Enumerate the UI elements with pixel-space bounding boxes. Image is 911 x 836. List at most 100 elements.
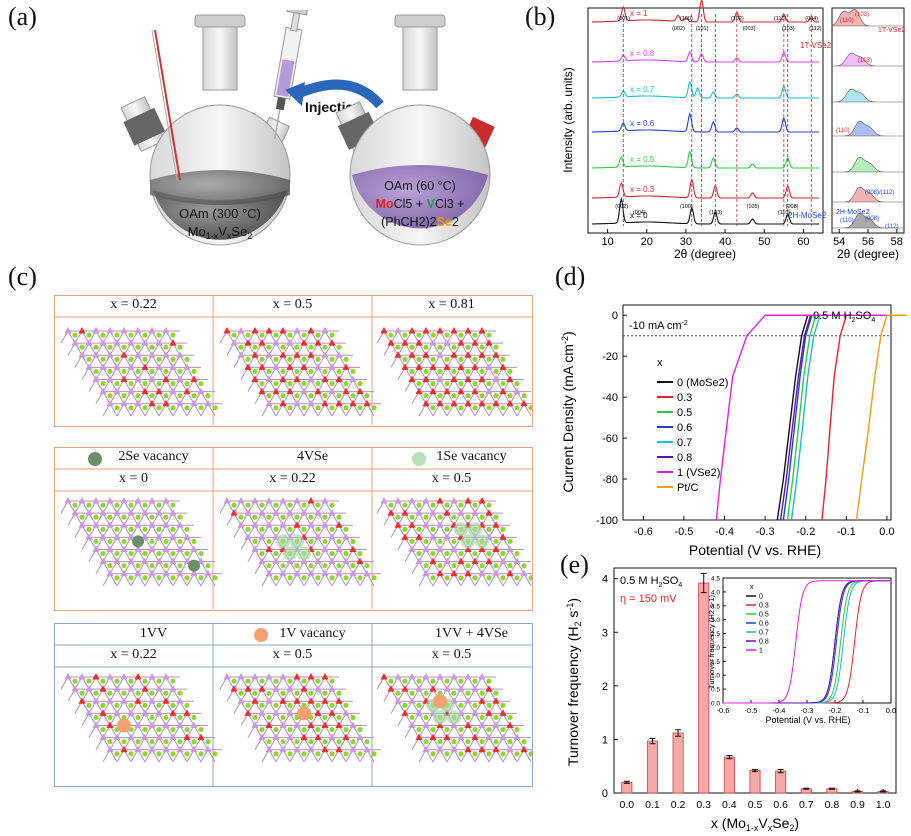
e-xtick-6: 0.6: [773, 799, 788, 811]
e-inset-legend-label-5: 0.8: [759, 639, 769, 646]
xrd-peak-top-5: (003): [743, 26, 756, 32]
d-xlabel: Potential (V vs. RHE): [689, 542, 821, 558]
c-row3-header-0: 1VV: [139, 626, 168, 641]
xrd-zoom-phase-bottom: 2H-MoSe2: [836, 209, 870, 216]
e-electrolyte: 0.5 M H2SO4: [620, 575, 682, 589]
panel-d-letter: (d): [555, 262, 586, 291]
d-xtick-3: -0.3: [756, 526, 775, 538]
e-ytick-3: 3: [602, 627, 608, 639]
xrd-peak-bot-6: (008): [786, 204, 799, 210]
xrd-curve-label-1: x = 0.8: [630, 49, 655, 58]
xrd-zoom-band-4: [832, 156, 904, 173]
d-xtick-4: -0.2: [796, 526, 815, 538]
xrd-curves: x = 1 x = 0.8 x = 0.7 x = 0.6 x = 0.5 x = 0.3…: [591, 0, 822, 226]
e-xtick-4: 0.4: [722, 799, 737, 811]
xrd-peak-top-0: (001): [617, 16, 630, 22]
d-frame: [622, 304, 892, 521]
d-xtick-2: -0.4: [715, 526, 734, 538]
e-inset-legend-title: x: [750, 584, 754, 591]
e-inset-legend-label-4: 0.7: [759, 630, 769, 637]
e-bar-4: [723, 756, 735, 794]
e-ylabel: Turnover frequency (H2 s-1): [565, 598, 583, 766]
xrd-zoom-label-103: (103): [855, 12, 869, 18]
e-inset-ytick-3: 1.5: [711, 659, 720, 666]
xrd-xtick-3: 40: [719, 236, 731, 248]
e-inset-ytick-4: 2.0: [711, 645, 720, 652]
e-inset-ylabel: Turnover frequency (H2 s-1): [707, 595, 716, 689]
xrd-curve-label-4: x = 0.5: [630, 155, 655, 164]
panel-b-letter: (b): [525, 2, 556, 31]
panel-c-structures: [54, 295, 532, 787]
xrd-curve-0: [591, 0, 820, 23]
right-flask-text-3: (PhCH2)2Se2: [381, 215, 459, 229]
e-ytick-1: 1: [602, 734, 608, 746]
panel-a-illustration: OAm (300 °C) Mo1-xVxSe2 Injection OAm (6…: [120, 10, 495, 246]
panel-e-letter: (e): [560, 550, 589, 579]
xrd-peak-top-8: (004): [805, 16, 818, 22]
xrd-phase-top: 1T-VSe2: [800, 41, 832, 50]
xrd-curve-label-5: x = 0.3: [630, 185, 655, 194]
d-ytick-1: -20: [602, 351, 618, 363]
e-inset-xtick-0: -0.6: [717, 706, 730, 715]
e-inset-legend-label-3: 0.6: [759, 621, 769, 628]
xrd-peak-bot-4: (105): [747, 204, 760, 210]
panel-c-row1-box: [54, 295, 533, 427]
d-curve-5: [779, 314, 891, 521]
xrd-ztick-1: 56: [862, 236, 874, 248]
xrd-xlabel: 2θ (degree): [674, 247, 736, 261]
c-row1-label-0: x = 0.22: [110, 297, 157, 312]
xrd-zoom-label-110: (110): [840, 18, 854, 24]
e-ytick-4: 4: [602, 574, 608, 586]
d-curve-1: [821, 314, 891, 521]
xrd-zoom-label-b112: (112): [885, 224, 899, 230]
c-legend-1v-marker: [254, 628, 268, 642]
xrd-curve-4: [591, 150, 820, 169]
d-ytick-2: -40: [602, 392, 618, 404]
xrd-zoom-phase-top: 1T-VSe2: [878, 27, 905, 34]
e-inset-ytick-5: 2.5: [711, 631, 720, 638]
xrd-curve-2: [591, 80, 820, 99]
xrd-peak-bot-0: (002): [615, 204, 628, 210]
d-curve-0: [776, 314, 891, 521]
d-ytick-3: -60: [602, 433, 618, 445]
d-electrolyte: 0.5 M H2SO4: [813, 310, 875, 324]
right-flask: [335, 14, 495, 246]
e-inset-ytick-9: 4.5: [711, 576, 720, 583]
e-inset-legend-label-2: 0.5: [759, 612, 769, 619]
xrd-xtick-1: 20: [641, 236, 653, 248]
e-xtick-1: 0.1: [645, 799, 660, 811]
xrd-zoom-band-0: [831, 8, 904, 27]
e-xlabel: x (Mo1-xVxSe2): [711, 815, 799, 833]
xrd-peak-top-1: (002): [672, 26, 685, 32]
d-legend-label-0: 0 (MoSe2): [677, 377, 728, 389]
xrd-zoom-label-r2-103: (103): [858, 58, 872, 64]
e-xtick-7: 0.7: [799, 799, 814, 811]
c-row1-label-1: x = 0.5: [272, 297, 313, 312]
e-inset-ytick-7: 3.5: [711, 603, 720, 610]
e-inset-legend-label-6: 1: [759, 648, 763, 655]
panel-d-chart: -0.6 -0.5 -0.4 -0.3 -0.2 -0.1 0.0 0 -20 -40 -60 -80…: [560, 304, 907, 558]
xrd-zoom-xlabel: 2θ (degree): [837, 247, 899, 261]
d-curve-7: [855, 314, 907, 521]
c-row3-header-2: 1VV + 4VSe: [435, 626, 508, 641]
e-bar-1: [646, 740, 658, 794]
e-inset-ytick-6: 3.0: [711, 617, 720, 624]
d-legend-label-5: 0.8: [677, 452, 692, 464]
e-xtick-5: 0.5: [748, 799, 763, 811]
xrd-zoom-band-2: [832, 88, 904, 103]
xrd-peak-top-9: (112): [809, 26, 822, 32]
c-row3-header-1: 1V vacancy: [279, 626, 346, 641]
d-legend-label-7: Pt/C: [677, 482, 698, 494]
panel-a-letter: (a): [8, 2, 37, 31]
d-xtick-1: -0.5: [674, 526, 693, 538]
xrd-zoom-band-3: [832, 120, 904, 137]
xrd-ztick-0: 54: [833, 236, 845, 248]
c-row3-label-1: x = 0.5: [272, 647, 313, 662]
xrd-curve-label-2: x = 0.7: [630, 85, 655, 94]
left-flask-text-1: OAm (300 °C): [179, 206, 261, 221]
xrd-zoom-band-6: [832, 212, 904, 229]
e-bar-5: [749, 770, 761, 794]
xrd-main-frame: [587, 7, 824, 234]
c-row3-label-2: x = 0.5: [431, 647, 472, 662]
e-inset-ytick-1: 0.5: [711, 687, 720, 694]
